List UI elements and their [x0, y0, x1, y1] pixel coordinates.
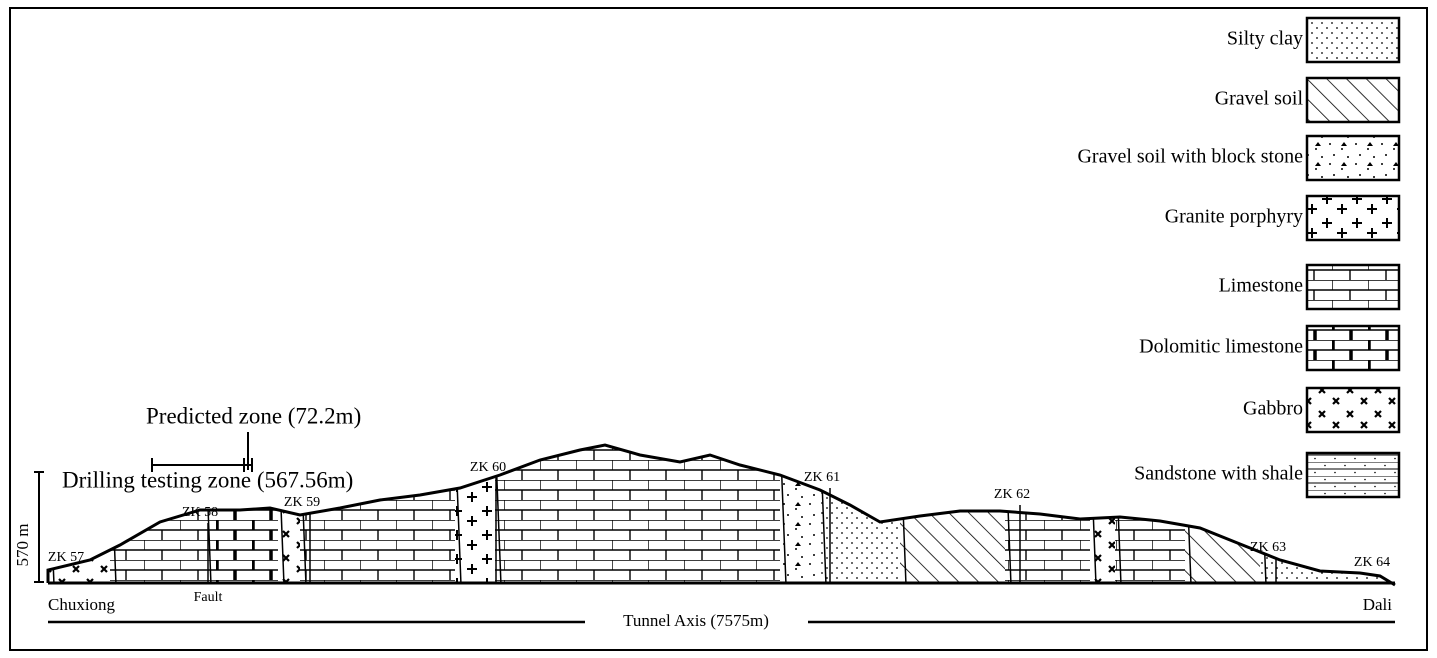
legend-swatch [1305, 263, 1401, 311]
legend-swatch [1305, 134, 1401, 182]
stratum [455, 445, 495, 585]
stratum [900, 445, 1005, 585]
drilling-bracket [151, 458, 253, 472]
legend-label: Silty clay [1227, 28, 1303, 50]
legend-swatch [1305, 324, 1401, 372]
borehole-label: ZK 58 [182, 505, 218, 520]
strata [48, 445, 1395, 585]
predicted-label: Predicted zone (72.2m) [146, 403, 361, 428]
stratum [1115, 445, 1185, 585]
borehole-label: ZK 60 [470, 460, 506, 475]
legend-swatch [1305, 76, 1401, 124]
stratum [820, 445, 900, 585]
stratum [300, 445, 455, 585]
borehole-label: ZK 59 [284, 495, 320, 510]
legend-swatch [1305, 194, 1401, 242]
legend-swatch [1305, 386, 1401, 434]
legend-label: Gravel soil with block stone [1077, 146, 1303, 168]
borehole-label: ZK 57 [48, 550, 84, 565]
drilling-label: Drilling testing zone (567.56m) [62, 467, 353, 492]
stratum [1090, 445, 1115, 585]
scale-bar [34, 471, 44, 583]
borehole-label: ZK 64 [1354, 555, 1390, 570]
ground-surface [46, 443, 1396, 587]
legend-label: Dolomitic limestone [1139, 336, 1303, 358]
borehole-label: ZK 63 [1250, 540, 1286, 555]
legend-label: Sandstone with shale [1134, 463, 1303, 485]
stratum [495, 445, 780, 585]
stratum [1185, 445, 1260, 585]
scale-label: 570 m [13, 524, 32, 567]
legend-label: Limestone [1219, 275, 1304, 297]
legend-swatch [1305, 16, 1401, 64]
fault-label: Fault [194, 590, 223, 605]
legend-label: Gravel soil [1215, 88, 1304, 110]
boreholes: ZK 57 ZK 58 ZK 59 ZK 60 ZK 61 ZK 62 ZK 63 ZK 64 [48, 460, 1390, 583]
legend-label: Granite porphyry [1165, 206, 1303, 228]
end-label: Dali [1363, 595, 1393, 614]
legend-label: Gabbro [1243, 398, 1303, 420]
legend-swatch [1305, 451, 1401, 499]
stratum [1005, 445, 1090, 585]
borehole-label: ZK 61 [804, 470, 840, 485]
start-label: Chuxiong [48, 595, 116, 614]
frame [9, 7, 1428, 651]
borehole-label: ZK 62 [994, 487, 1030, 502]
stratum [780, 445, 820, 585]
axis-label: Tunnel Axis (7575m) [623, 611, 769, 630]
legend: Silty clay Gravel soil Gravel soil with bl… [1077, 16, 1401, 499]
